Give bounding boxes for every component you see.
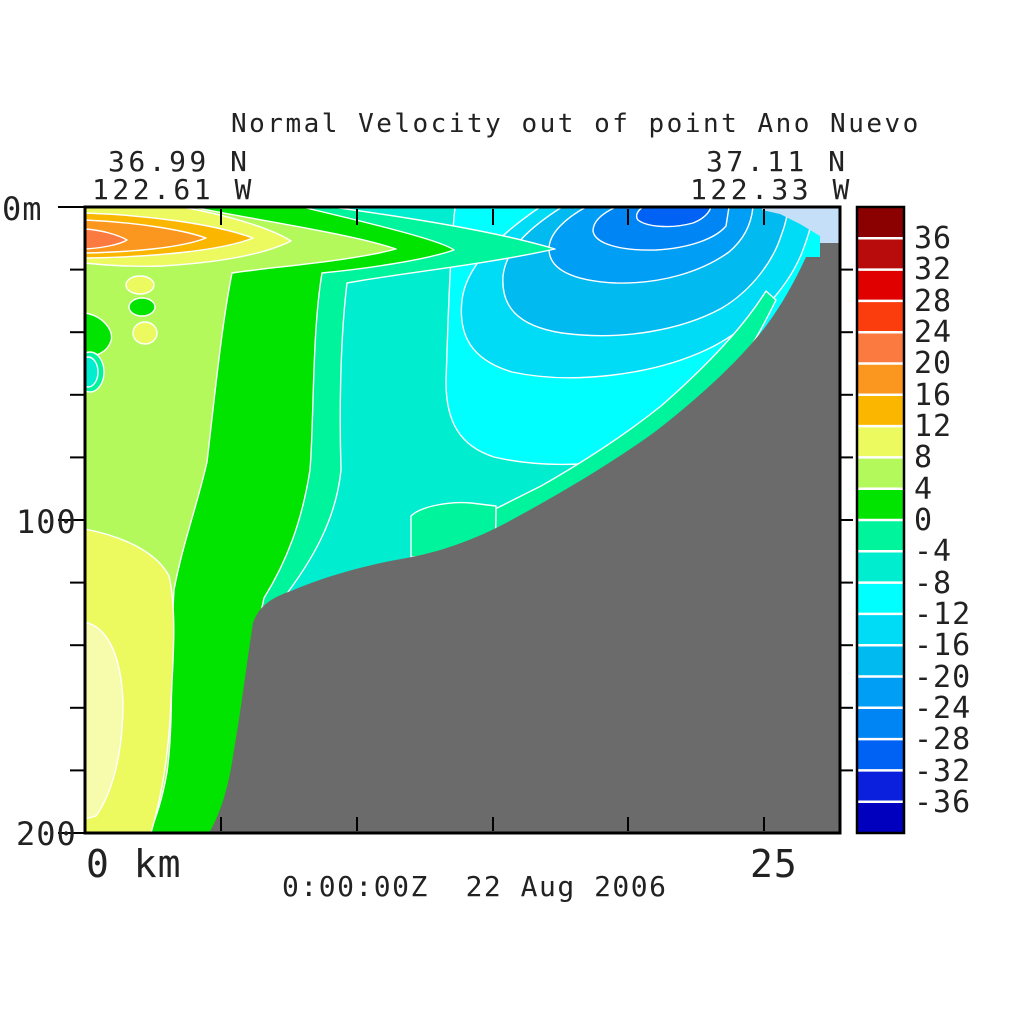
colorbar-label-m32: -32 (914, 754, 972, 789)
colorbar-label-20: 20 (914, 346, 953, 381)
left-endpoint-lat: 36.99 N (108, 145, 251, 178)
colorbar-label-4: 4 (914, 472, 934, 507)
blob-turquoise-edge (85, 356, 99, 388)
blob-green-1 (128, 297, 156, 317)
blob-yellow-2 (132, 321, 158, 345)
colorbar-label-8: 8 (914, 440, 934, 475)
right-ticks (841, 268, 853, 772)
colorbar-label-m36: -36 (914, 785, 972, 820)
yaxis-label-0m: 0m (2, 190, 43, 228)
colorbar-label-36: 36 (914, 221, 953, 256)
yaxis-label-200: 200 (16, 815, 77, 853)
colorbar-separators (858, 237, 903, 803)
colorbar-bands (857, 207, 904, 833)
colorbar-label-12: 12 (914, 409, 953, 444)
colorbar-label-16: 16 (914, 378, 953, 413)
bathymetry-mask (209, 243, 839, 833)
colorbar-label-0: 0 (914, 503, 934, 538)
bottom-ticks (220, 817, 765, 831)
band-minus32 (635, 207, 712, 228)
xaxis-label-0km: 0 km (86, 842, 182, 886)
colorbar-label-28: 28 (914, 284, 953, 319)
timestamp: 0:00:00Z 22 Aug 2006 (282, 870, 668, 903)
colorbar-label-m12: -12 (914, 597, 972, 632)
colorbar-label-24: 24 (914, 315, 953, 350)
right-endpoint-lon: 122.33 W (690, 173, 853, 206)
out-of-range-patch (762, 207, 839, 258)
band-salmon-core (85, 228, 128, 250)
colorbar-frame (855, 205, 906, 835)
colorbar-label-32: 32 (914, 252, 953, 287)
colorbar-label-m16: -16 (914, 628, 972, 663)
colorbar (855, 205, 906, 835)
yaxis-label-100: 100 (16, 503, 77, 541)
right-endpoint-lat: 37.11 N (706, 145, 849, 178)
blob-yellow-1 (125, 275, 155, 295)
left-endpoint-lon: 122.61 W (92, 173, 255, 206)
plot-frame (58, 205, 853, 835)
colorbar-label-m28: -28 (914, 722, 972, 757)
colorbar-label-m24: -24 (914, 691, 972, 726)
left-ticks (58, 206, 84, 834)
band-paleyellow-core (85, 621, 124, 820)
colorbar-label-m8: -8 (914, 566, 953, 601)
plot-title: Normal Velocity out of point Ano Nuevo (231, 109, 921, 139)
colorbar-label-m4: -4 (914, 534, 953, 569)
colorbar-label-m20: -20 (914, 660, 972, 695)
contour-field (85, 207, 840, 833)
xaxis-label-25: 25 (750, 842, 798, 886)
top-ticks (220, 209, 765, 225)
